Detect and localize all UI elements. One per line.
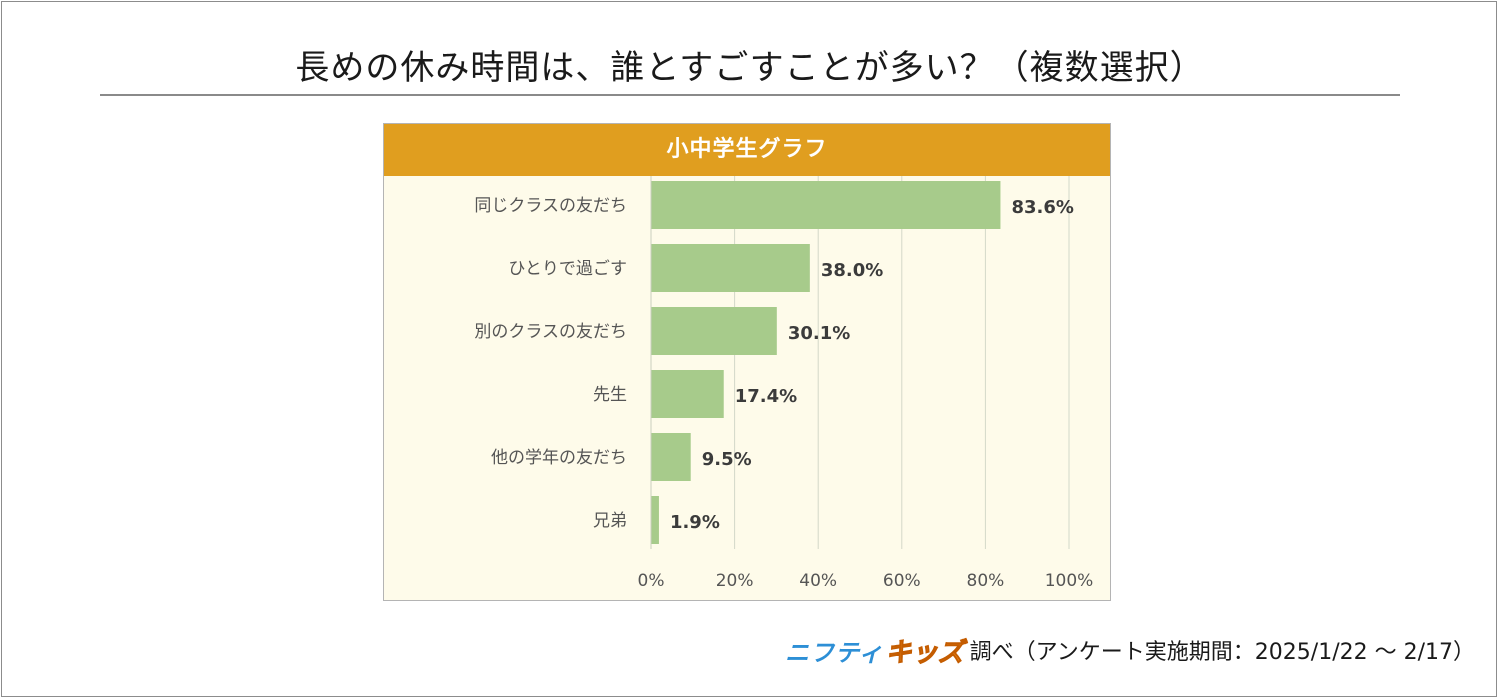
tick-label: 40% xyxy=(799,571,837,591)
category-label: 兄弟 xyxy=(593,511,627,531)
bar xyxy=(651,244,810,292)
category-label: 別のクラスの友だち xyxy=(474,322,627,342)
tick-label: 60% xyxy=(883,571,921,591)
chart-panel: 同じクラスの友だち 83.6% ひとりで過ごす 38.0% 別のクラスの友だち 30.1%… xyxy=(383,123,1111,601)
value-label: 38.0% xyxy=(821,260,883,281)
tick-label: 80% xyxy=(967,571,1005,591)
logo-text-nifty: ニフティ xyxy=(785,638,884,667)
value-label: 83.6% xyxy=(1011,197,1073,218)
source-note: 調べ（アンケート実施期間：2025/1/22 ～ 2/17） xyxy=(969,640,1475,665)
category-label: 先生 xyxy=(593,385,627,405)
bar xyxy=(651,370,724,418)
value-label: 9.5% xyxy=(702,449,752,470)
logo-text-kids: キッズ xyxy=(885,637,964,668)
category-label: ひとりで過ごす xyxy=(508,259,627,279)
tick-label: 0% xyxy=(638,571,665,591)
value-label: 1.9% xyxy=(670,512,720,533)
tick-label: 100% xyxy=(1045,571,1094,591)
chart-header: 小中学生グラフ xyxy=(384,124,1110,176)
niftykids-logo: ニフティ キッズ xyxy=(785,632,964,669)
footer-credit: ニフティ キッズ 調べ（アンケート実施期間：2025/1/22 ～ 2/17） xyxy=(785,632,1475,669)
value-label: 30.1% xyxy=(788,323,850,344)
bar xyxy=(651,307,777,355)
bar xyxy=(651,181,1001,229)
value-label: 17.4% xyxy=(735,386,797,407)
title-divider xyxy=(100,94,1400,96)
tick-label: 20% xyxy=(716,571,754,591)
bar xyxy=(651,496,659,544)
bar-chart: 同じクラスの友だち 83.6% ひとりで過ごす 38.0% 別のクラスの友だち 30.1%… xyxy=(474,176,1094,591)
bar xyxy=(651,433,691,481)
category-label: 同じクラスの友だち xyxy=(474,196,627,216)
category-label: 他の学年の友だち xyxy=(491,448,627,468)
page-title: 長めの休み時間は、誰とすごすことが多い？（複数選択） xyxy=(295,48,1205,88)
